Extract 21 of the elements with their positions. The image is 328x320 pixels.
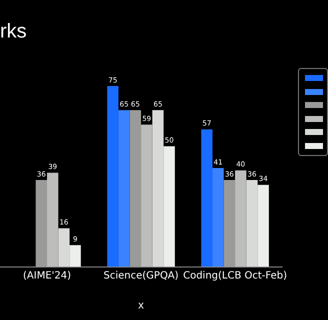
bar [70,245,81,267]
bar [118,110,130,267]
bar [36,180,48,267]
bar [58,228,70,267]
bar [235,170,246,267]
bar [212,168,224,267]
bar [130,110,142,267]
bar [224,180,236,267]
bar [164,146,175,267]
x-tick-label: Coding(LCB Oct-Feb) [183,270,288,282]
bar [107,86,118,267]
bar [258,184,269,267]
bar [141,124,152,267]
bar [201,129,212,267]
x-axis-title: x [138,299,144,312]
bar [246,180,258,267]
bar [152,110,164,267]
x-tick-label: (AIME'24) [23,270,72,282]
bar [47,172,58,267]
x-tick-label: Science(GPQA) [103,270,179,282]
chart-title: rks [0,20,27,43]
